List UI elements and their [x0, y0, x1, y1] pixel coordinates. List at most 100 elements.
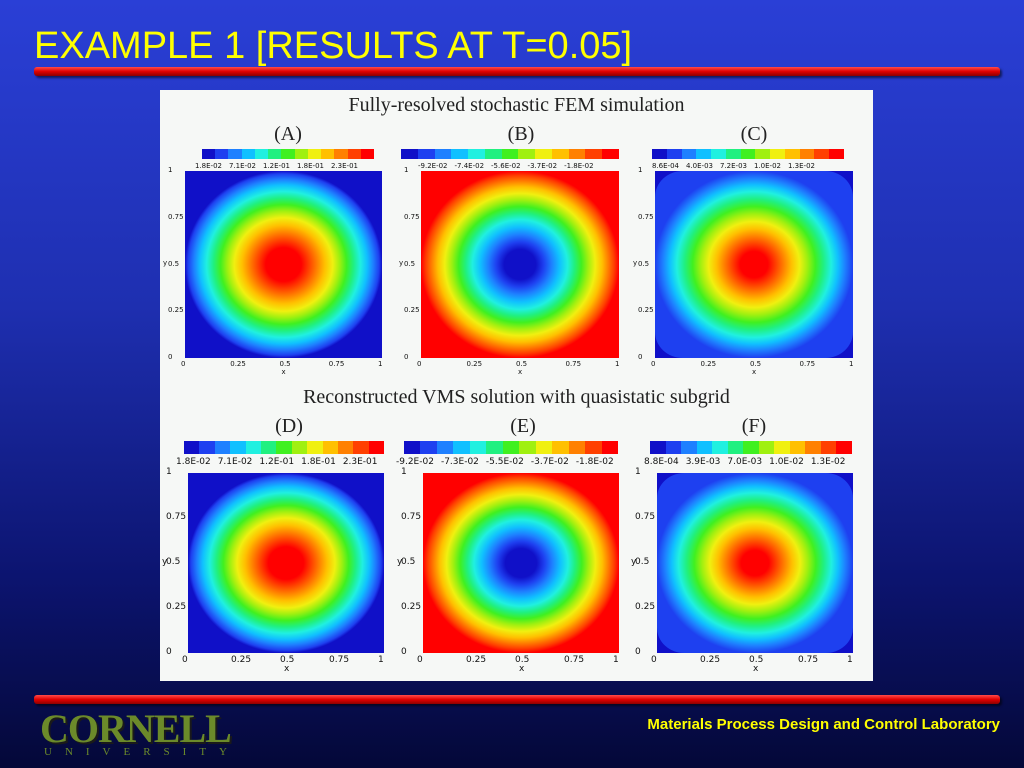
colorbar-tick-label: 1.0E-02 — [754, 162, 781, 170]
x-tick-label: 0.5 — [280, 655, 295, 665]
bottom-section-title: Reconstructed VMS solution with quasista… — [303, 386, 730, 408]
colorbar-swatch — [215, 149, 229, 159]
plot-e-colorbar — [404, 441, 619, 454]
colorbar-swatch — [784, 149, 800, 159]
colorbar-swatch — [836, 441, 852, 454]
y-tick-label: 0.25 — [404, 306, 420, 315]
colorbar-swatch — [650, 441, 666, 454]
y-tick-label: 0.25 — [166, 602, 187, 612]
y-tick-label: 0 — [404, 353, 409, 361]
footer-divider — [34, 695, 1000, 704]
title-divider — [34, 67, 1000, 76]
colorbar-swatch — [484, 149, 502, 159]
colorbar-swatch — [322, 441, 338, 454]
y-tick-label: 1 — [168, 166, 173, 174]
colorbar-tick-label: -5.5E-02 — [485, 457, 524, 467]
y-tick-label: 0.75 — [168, 212, 184, 221]
contour-field — [421, 171, 619, 358]
colorbar-swatch — [202, 149, 216, 159]
colorbar-tick-label: 1.8E-02 — [195, 162, 222, 170]
y-tick-label: 0.5 — [638, 259, 650, 268]
colorbar-swatch — [228, 149, 242, 159]
colorbar-tick-label: 3.9E-03 — [685, 457, 721, 467]
contour-field — [185, 171, 382, 358]
x-tick-label: 0 — [651, 360, 656, 368]
x-axis-label: x — [753, 664, 759, 674]
colorbar-tick-label: 1.8E-01 — [301, 457, 336, 467]
colorbar-swatch — [469, 441, 487, 454]
plot-d-field — [188, 473, 384, 653]
colorbar-swatch — [245, 441, 261, 454]
colorbar-swatch — [501, 149, 519, 159]
plot-e-label: (E) — [510, 415, 536, 437]
colorbar-swatch — [281, 149, 295, 159]
colorbar-swatch — [696, 149, 712, 159]
plot-d-colorbar — [184, 441, 385, 454]
colorbar-swatch — [294, 149, 308, 159]
colorbar-swatch — [436, 441, 454, 454]
colorbar-swatch — [712, 441, 728, 454]
colorbar-tick-label: 1.8E-01 — [297, 162, 324, 170]
y-tick-label: 0.75 — [638, 212, 654, 221]
colorbar-swatch — [743, 441, 759, 454]
colorbar-swatch — [401, 149, 418, 159]
colorbar-swatch — [451, 149, 469, 159]
colorbar-tick-label: 1.3E-02 — [788, 162, 815, 170]
plot-d-label: (D) — [275, 415, 303, 437]
colorbar-swatch — [453, 441, 470, 454]
lab-name: Materials Process Design and Control Lab… — [647, 716, 1000, 733]
colorbar-swatch — [652, 149, 667, 159]
colorbar-swatch — [755, 149, 771, 159]
x-tick-label: 0 — [417, 360, 422, 368]
x-tick-label: 0 — [417, 655, 423, 665]
x-tick-label: 0.75 — [329, 655, 350, 665]
colorbar-tick-label: 4.0E-03 — [686, 162, 713, 170]
y-tick-label: 0.5 — [635, 557, 650, 567]
colorbar-swatch — [184, 441, 200, 454]
y-tick-label: 0 — [638, 353, 643, 361]
x-tick-label: 0.25 — [700, 360, 717, 368]
x-tick-label: 0.75 — [798, 655, 819, 665]
plot-c-label: (C) — [740, 123, 768, 145]
contour-field — [657, 473, 853, 653]
colorbar-swatch — [353, 441, 369, 454]
colorbar-tick-label: -9.2E-02 — [418, 162, 448, 170]
x-tick-label: 0.25 — [466, 360, 483, 368]
colorbar-swatch — [230, 441, 246, 454]
colorbar-swatch — [805, 441, 821, 454]
colorbar-swatch — [551, 149, 569, 159]
y-tick-label: 0.25 — [401, 602, 422, 612]
y-tick-label: 0.5 — [404, 259, 416, 268]
colorbar-swatch — [434, 149, 452, 159]
plot-a-field — [185, 171, 382, 358]
y-tick-label: 0.75 — [404, 212, 420, 221]
x-tick-label: 1 — [847, 655, 853, 665]
x-axis-label: x — [752, 368, 757, 376]
plot-b-label: (B) — [507, 123, 535, 145]
y-axis-label: y — [162, 557, 168, 567]
colorbar-swatch — [417, 149, 435, 159]
colorbar-tick-label: 7.1E-02 — [217, 457, 253, 467]
x-tick-label: 0 — [181, 360, 186, 368]
x-tick-label: 0.25 — [230, 360, 246, 368]
colorbar-swatch — [725, 149, 741, 159]
x-tick-label: 0.75 — [328, 360, 345, 368]
colorbar-tick-label: -1.8E-02 — [575, 457, 614, 467]
slide-title: EXAMPLE 1 [RESULTS AT T=0.05] — [34, 25, 633, 67]
colorbar-tick-label: 8.6E-04 — [652, 162, 679, 170]
y-axis-label: y — [633, 258, 638, 267]
plot-c-colorbar — [652, 149, 844, 159]
colorbar-swatch — [307, 441, 323, 454]
plot-b-field — [421, 171, 619, 358]
colorbar-swatch — [820, 441, 837, 454]
results-figure: Fully-resolved stochastic FEM simulation… — [160, 90, 873, 681]
colorbar-tick-label: 1.0E-02 — [769, 457, 804, 467]
colorbar-swatch — [602, 149, 619, 159]
y-tick-label: 0.25 — [638, 306, 654, 315]
colorbar-swatch — [829, 149, 844, 159]
plot-b-colorbar — [401, 149, 619, 159]
x-tick-label: 1 — [378, 655, 384, 665]
cornell-logo: CORNELL UNIVERSITY — [40, 708, 240, 764]
x-tick-label: 1 — [849, 360, 854, 368]
plot-f-field — [657, 473, 853, 653]
